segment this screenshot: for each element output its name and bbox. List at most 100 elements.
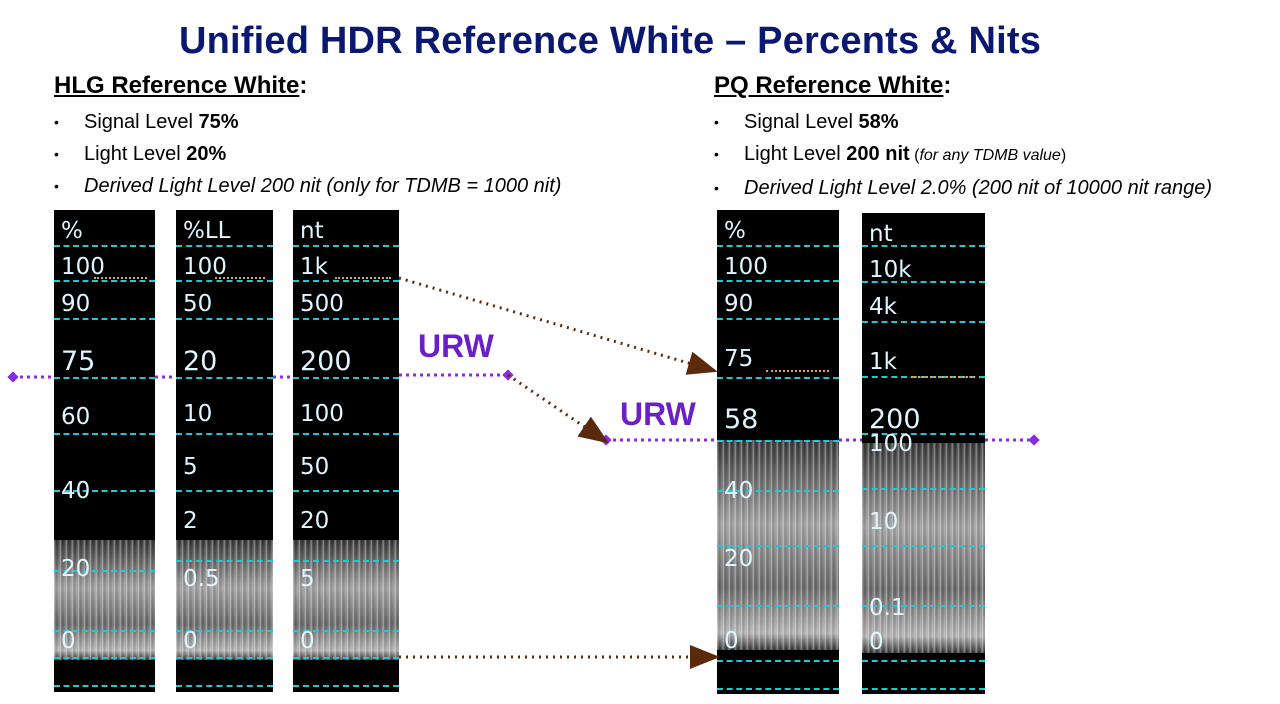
pq-bullet-light: • Light Level 200 nit (for any TDMB value… bbox=[714, 143, 1067, 165]
scale-label: %LL bbox=[183, 218, 231, 244]
graticule-line bbox=[862, 245, 985, 247]
pq-nits-waveform-panel: nt 10k 4k 1k 200 100 10 0.1 0 bbox=[862, 213, 985, 694]
scale-label: 2 bbox=[183, 508, 198, 534]
graticule-line bbox=[54, 657, 155, 659]
graticule-line bbox=[176, 245, 273, 247]
graticule-line bbox=[717, 377, 839, 379]
graticule-line bbox=[176, 685, 273, 687]
graticule-line bbox=[293, 377, 399, 379]
graticule-line bbox=[176, 377, 273, 379]
scale-label: 0.1 bbox=[869, 595, 906, 621]
graticule-line bbox=[54, 433, 155, 435]
graticule-line bbox=[54, 570, 155, 572]
graticule-line bbox=[862, 660, 985, 662]
graticule-line bbox=[176, 657, 273, 659]
urw-diamond-left bbox=[7, 371, 19, 383]
graticule-line bbox=[54, 280, 155, 282]
graticule-line bbox=[293, 245, 399, 247]
scale-label: 90 bbox=[61, 291, 91, 317]
graticule-line bbox=[54, 245, 155, 247]
graticule-line bbox=[293, 490, 399, 492]
graticule-line bbox=[54, 377, 155, 379]
scale-label: 100 bbox=[869, 431, 913, 457]
scale-label: 500 bbox=[300, 291, 344, 317]
urw-diamond-pq-left bbox=[600, 434, 612, 446]
scale-label: 10 bbox=[183, 401, 213, 427]
graticule-line bbox=[717, 688, 839, 690]
graticule-line bbox=[717, 545, 839, 547]
scale-label: 0 bbox=[300, 628, 315, 654]
pq-heading: PQ Reference White: bbox=[714, 72, 952, 99]
urw-label-pq: URW bbox=[620, 396, 696, 432]
graticule-line bbox=[176, 490, 273, 492]
graticule-line bbox=[293, 433, 399, 435]
urw-diamond-mid bbox=[502, 369, 514, 381]
graticule-line bbox=[862, 321, 985, 323]
graticule-line bbox=[54, 490, 155, 492]
scale-label: 20 bbox=[183, 346, 218, 377]
scale-label: 100 bbox=[724, 254, 768, 280]
hlg-percent-ll-waveform-panel: %LL 100 50 20 10 5 2 0.5 0 bbox=[176, 210, 273, 692]
graticule-line bbox=[717, 660, 839, 662]
scale-label: 0 bbox=[724, 628, 739, 654]
pq-bullet-derived: • Derived Light Level 2.0% (200 nit of 10… bbox=[714, 177, 1213, 199]
pq-section: PQ Reference White: • Signal Level 58% • L… bbox=[714, 72, 1212, 204]
scale-label: 0 bbox=[61, 628, 76, 654]
graticule-line bbox=[717, 280, 839, 282]
graticule-line bbox=[176, 433, 273, 435]
pq-bullet-signal: • Signal Level 58% bbox=[714, 111, 899, 133]
graticule-line bbox=[54, 318, 155, 320]
scale-label: 90 bbox=[724, 291, 754, 317]
pq-percent-waveform-panel: % 100 90 75 58 40 20 0 bbox=[717, 210, 839, 694]
scale-label: 200 bbox=[869, 404, 921, 435]
scale-label: 75 bbox=[724, 346, 754, 372]
graticule-line bbox=[176, 280, 273, 282]
reference-marker bbox=[335, 277, 391, 279]
pq-bullet-list: • Signal Level 58% • Light Level 200 nit (… bbox=[714, 106, 1212, 204]
graticule-line bbox=[717, 318, 839, 320]
hlg-bullet-signal: • Signal Level 75% bbox=[54, 111, 239, 133]
reference-marker bbox=[94, 277, 147, 279]
slide-title: Unified HDR Reference White – Percents &… bbox=[178, 20, 1042, 62]
scale-label: 100 bbox=[183, 254, 227, 280]
graticule-line bbox=[54, 630, 155, 632]
scale-label: 1k bbox=[869, 349, 897, 375]
scale-label: 10 bbox=[869, 509, 899, 535]
graticule-line bbox=[176, 318, 273, 320]
scale-label: 100 bbox=[300, 401, 344, 427]
graticule-line bbox=[293, 685, 399, 687]
graticule-line bbox=[293, 280, 399, 282]
scale-label: 75 bbox=[61, 346, 96, 377]
scale-label: 50 bbox=[300, 454, 330, 480]
scale-label: 5 bbox=[300, 566, 315, 592]
scale-label: 10k bbox=[869, 257, 912, 283]
reference-marker bbox=[214, 277, 266, 279]
scale-label: 0 bbox=[869, 629, 884, 655]
graticule-line bbox=[717, 245, 839, 247]
graticule-line bbox=[862, 433, 985, 435]
graticule-line bbox=[862, 281, 985, 283]
scale-label: 40 bbox=[724, 478, 754, 504]
graticule-line bbox=[717, 490, 839, 492]
graticule-line bbox=[862, 488, 985, 490]
scale-label: 1k bbox=[300, 254, 328, 280]
graticule-line bbox=[862, 605, 985, 607]
graticule-line bbox=[717, 605, 839, 607]
graticule-line bbox=[176, 630, 273, 632]
graticule-line bbox=[862, 545, 985, 547]
scale-label: 50 bbox=[183, 291, 213, 317]
scale-label: 0 bbox=[183, 628, 198, 654]
scale-label: 200 bbox=[300, 346, 352, 377]
scale-label: 20 bbox=[724, 546, 754, 572]
reference-marker bbox=[911, 376, 976, 378]
graticule-line bbox=[293, 657, 399, 659]
hlg-bullet-derived: • Derived Light Level 200 nit (only for T… bbox=[54, 175, 562, 197]
scale-label: % bbox=[61, 218, 83, 244]
scale-label: nt bbox=[869, 221, 893, 247]
scale-label: 58 bbox=[724, 404, 759, 435]
waveform-signal bbox=[54, 540, 155, 660]
arrow-urw-mapping bbox=[507, 373, 609, 444]
urw-label-hlg: URW bbox=[418, 328, 494, 364]
graticule-line bbox=[54, 685, 155, 687]
hlg-nits-waveform-panel: nt 1k 500 200 100 50 20 5 0 bbox=[293, 210, 399, 692]
